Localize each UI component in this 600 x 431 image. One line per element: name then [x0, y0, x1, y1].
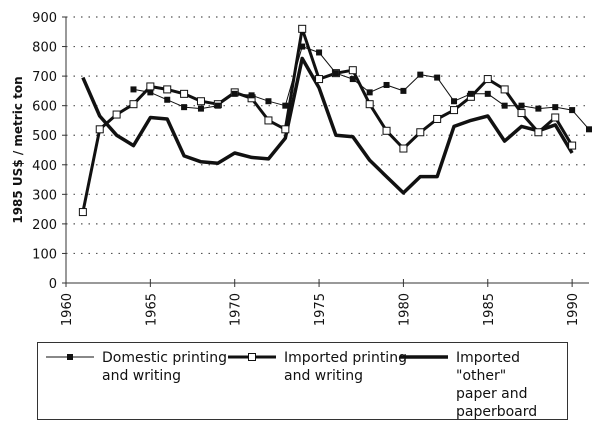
y-tick-label: 500 [32, 129, 57, 144]
data-point [299, 43, 306, 50]
data-point [248, 92, 255, 99]
data-point [180, 89, 189, 98]
data-point [315, 75, 324, 84]
x-tick-label: 1980 [397, 293, 412, 326]
data-point [197, 105, 204, 112]
data-point [484, 90, 491, 97]
data-point [483, 75, 492, 84]
y-tick-label: 600 [32, 100, 57, 115]
data-point [383, 81, 390, 88]
data-point [181, 104, 188, 111]
data-point [500, 85, 509, 94]
data-point [348, 66, 357, 75]
y-axis-ticks: 0 100 200 300 400 500 600 700 800 900 [32, 11, 66, 292]
line-chart: 0 100 200 300 400 500 600 700 800 900 1960 1965 197… [11, 11, 592, 326]
legend-label: Imported "other" paper and paperboard [456, 350, 538, 420]
data-point [501, 102, 508, 109]
data-point [552, 104, 559, 111]
data-point [450, 106, 459, 115]
data-point [451, 98, 458, 105]
data-point [196, 97, 205, 106]
data-point [95, 125, 104, 134]
legend-item-imported-printing: Imported printing and writing [228, 349, 407, 385]
data-point [417, 71, 424, 78]
series-1 [78, 24, 577, 217]
data-point [130, 86, 137, 93]
y-tick-label: 300 [32, 188, 57, 203]
legend-item-imported-other: Imported "other" paper and paperboard [400, 349, 567, 421]
x-tick-label: 1970 [229, 293, 244, 326]
data-point [129, 100, 138, 109]
data-point [282, 102, 289, 109]
series-2 [81, 56, 574, 195]
x-tick-label: 1975 [313, 293, 328, 326]
data-point [146, 82, 155, 91]
x-tick-label: 1985 [482, 293, 497, 326]
data-point [163, 85, 172, 94]
x-tick-label: 1960 [60, 293, 75, 326]
y-tick-label: 800 [32, 41, 57, 56]
data-point [365, 100, 374, 109]
data-point [264, 116, 273, 125]
x-tick-label: 1990 [566, 293, 581, 326]
data-point [332, 70, 339, 77]
legend-label: Domestic printing and writing [102, 350, 227, 384]
thick-line-icon [400, 355, 448, 359]
data-point [586, 126, 592, 133]
data-point [569, 107, 576, 114]
y-tick-label: 700 [32, 70, 57, 85]
data-point [281, 125, 290, 134]
data-point [298, 24, 307, 33]
data-point [517, 109, 526, 118]
x-tick-label: 1965 [144, 293, 159, 326]
data-point [568, 141, 577, 150]
axes [65, 17, 589, 284]
data-point [551, 113, 560, 122]
data-point [265, 98, 272, 105]
y-tick-label: 400 [32, 159, 57, 174]
data-point [467, 90, 474, 97]
data-series [78, 24, 592, 217]
data-point [164, 96, 171, 103]
thick-line-open-square-icon [228, 353, 276, 361]
series-0 [130, 43, 592, 133]
data-point [349, 76, 356, 83]
data-point [535, 105, 542, 112]
y-tick-label: 900 [32, 11, 57, 26]
data-point [214, 102, 221, 109]
thin-line-filled-square-icon [46, 354, 94, 360]
y-tick-label: 100 [32, 247, 57, 262]
y-tick-label: 200 [32, 218, 57, 233]
data-point [316, 49, 323, 56]
legend-item-domestic: Domestic printing and writing [46, 349, 227, 385]
y-tick-label: 0 [49, 277, 57, 292]
data-point [534, 128, 543, 137]
data-point [416, 128, 425, 137]
y-axis-label: 1985 US$ / metric ton [11, 76, 25, 223]
data-point [112, 110, 121, 119]
data-point [366, 89, 373, 96]
data-point [400, 87, 407, 94]
data-point [434, 74, 441, 81]
legend-label: Imported printing and writing [284, 350, 407, 384]
data-point [433, 114, 442, 123]
data-point [382, 126, 391, 135]
legend: Domestic printing and writing Imported p… [37, 342, 568, 420]
data-point [78, 208, 87, 217]
data-point [231, 90, 238, 97]
data-point [518, 102, 525, 109]
data-point [399, 144, 408, 153]
data-point [147, 89, 154, 96]
x-axis-ticks: 1960 1965 1970 1975 1980 1985 1990 [60, 279, 581, 326]
